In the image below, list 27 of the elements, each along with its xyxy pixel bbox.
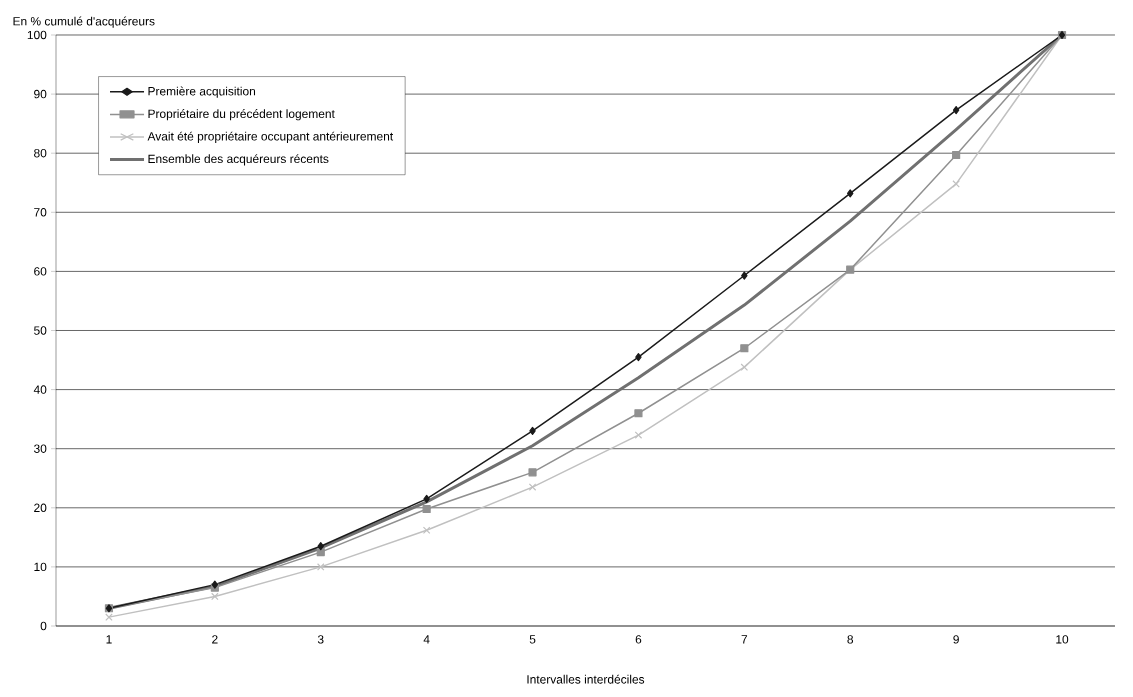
y-axis-title: En % cumulé d'acquéreurs	[13, 16, 155, 28]
x-tick-label: 6	[635, 635, 642, 644]
y-tick-label: 10	[34, 562, 47, 572]
x-tick-label: 8	[847, 635, 854, 644]
y-tick-label: 50	[34, 326, 47, 335]
x-tick-label: 4	[423, 635, 430, 644]
x-tick-label: 5	[529, 635, 536, 644]
x-tick-label: 7	[741, 635, 748, 644]
x-tick-label: 2	[212, 635, 218, 644]
legend-label: Première acquisition	[148, 86, 256, 98]
x-tick-label: 3	[317, 635, 324, 644]
y-tick-label: 70	[34, 208, 47, 217]
x-axis-title: Intervalles interdéciles	[527, 674, 645, 684]
legend-label: Propriétaire du précédent logement	[148, 109, 335, 121]
x-tick-label: 10	[1056, 635, 1069, 644]
y-tick-label: 60	[34, 267, 47, 276]
y-tick-label: 100	[27, 30, 47, 40]
y-tick-label: 40	[33, 385, 47, 394]
y-tick-label: 80	[34, 148, 47, 158]
y-tick-label: 0	[40, 621, 47, 631]
y-tick-label: 20	[34, 503, 47, 513]
y-tick-label: 90	[34, 89, 47, 99]
x-tick-label: 9	[953, 635, 959, 644]
legend-label: Ensemble des acquéreurs récents	[148, 154, 329, 166]
y-tick-label: 30	[33, 444, 47, 453]
x-tick-label: 1	[106, 635, 112, 644]
legend-label: Avait été propriétaire occupant antérieurement	[147, 131, 394, 143]
